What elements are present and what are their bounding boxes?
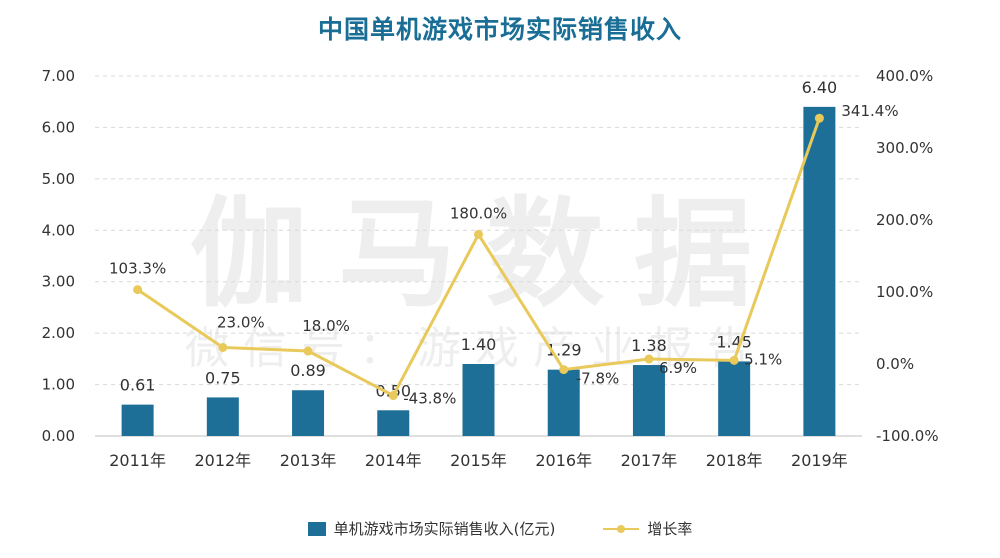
- growth-value-label: 180.0%: [450, 204, 507, 222]
- y-left-tick-label: 0.00: [42, 427, 75, 445]
- y-right-tick-label: 200.0%: [876, 211, 933, 229]
- growth-point: [814, 113, 824, 123]
- x-tick-label: 2013年: [280, 451, 337, 470]
- legend-label-revenue: 单机游戏市场实际销售收入(亿元): [333, 520, 556, 538]
- y-left-tick-label: 2.00: [42, 324, 75, 342]
- growth-point: [474, 229, 483, 239]
- bar-value-label: 0.89: [290, 361, 326, 380]
- growth-point: [729, 355, 739, 365]
- y-left-tick-label: 7.00: [42, 67, 75, 85]
- y-right-tick-label: 300.0%: [876, 139, 933, 157]
- legend-item-growth: 增长率: [603, 518, 692, 539]
- bar: [462, 364, 495, 436]
- y-left-tick-label: 3.00: [42, 273, 75, 291]
- y-left-tick-label: 4.00: [42, 221, 75, 239]
- legend: 单机游戏市场实际销售收入(亿元) 增长率: [0, 518, 1000, 539]
- x-tick-label: 2019年: [791, 451, 848, 470]
- growth-point: [303, 346, 313, 356]
- bar: [547, 369, 580, 436]
- legend-line-swatch: [603, 524, 640, 533]
- y-right-tick-label: -100.0%: [876, 427, 939, 445]
- y-left-tick-label: 5.00: [42, 170, 75, 188]
- chart-title: 中国单机游戏市场实际销售收入: [317, 15, 682, 44]
- bar-value-label: 0.75: [205, 368, 241, 387]
- growth-point: [644, 354, 654, 364]
- y-right-tick-label: 100.0%: [876, 283, 933, 301]
- x-tick-label: 2015年: [450, 451, 507, 470]
- y-left-tick-label: 6.00: [42, 118, 75, 136]
- x-tick-label: 2014年: [365, 451, 422, 470]
- growth-value-label: 103.3%: [109, 260, 166, 278]
- x-tick-label: 2016年: [535, 451, 592, 470]
- growth-value-label: 5.1%: [744, 350, 782, 368]
- legend-label-growth: 增长率: [647, 520, 693, 538]
- bar: [377, 410, 410, 436]
- x-tick-label: 2011年: [109, 451, 166, 470]
- bar-value-label: 1.38: [631, 336, 667, 355]
- bar: [803, 106, 836, 436]
- growth-point: [218, 342, 228, 352]
- x-tick-label: 2017年: [621, 451, 678, 470]
- bar: [718, 361, 751, 436]
- bar-value-label: 1.45: [716, 332, 752, 351]
- bar: [121, 404, 154, 436]
- bar-value-label: 0.50: [375, 381, 411, 400]
- growth-point: [133, 285, 143, 295]
- growth-point: [559, 365, 569, 375]
- growth-point: [388, 391, 398, 401]
- growth-value-label: 18.0%: [302, 317, 350, 335]
- bar: [292, 390, 325, 436]
- growth-value-label: 6.9%: [659, 359, 697, 377]
- bar-value-label: 6.40: [802, 78, 838, 97]
- bar-value-label: 0.61: [120, 376, 156, 395]
- y-right-tick-label: 0.0%: [876, 355, 914, 373]
- bar: [632, 365, 665, 436]
- y-right-tick-label: 400.0%: [876, 67, 933, 85]
- bar: [206, 397, 239, 436]
- growth-value-label: 23.0%: [217, 313, 265, 331]
- bar-value-label: 1.40: [461, 335, 497, 354]
- legend-bar-swatch: [307, 521, 326, 536]
- legend-item-revenue: 单机游戏市场实际销售收入(亿元): [307, 518, 556, 539]
- growth-value-label: -43.8%: [403, 390, 456, 408]
- growth-value-label: 341.4%: [841, 102, 898, 120]
- x-tick-label: 2012年: [194, 451, 251, 470]
- x-tick-label: 2018年: [706, 451, 763, 470]
- y-left-tick-label: 1.00: [42, 376, 75, 394]
- growth-value-label: -7.8%: [576, 370, 620, 388]
